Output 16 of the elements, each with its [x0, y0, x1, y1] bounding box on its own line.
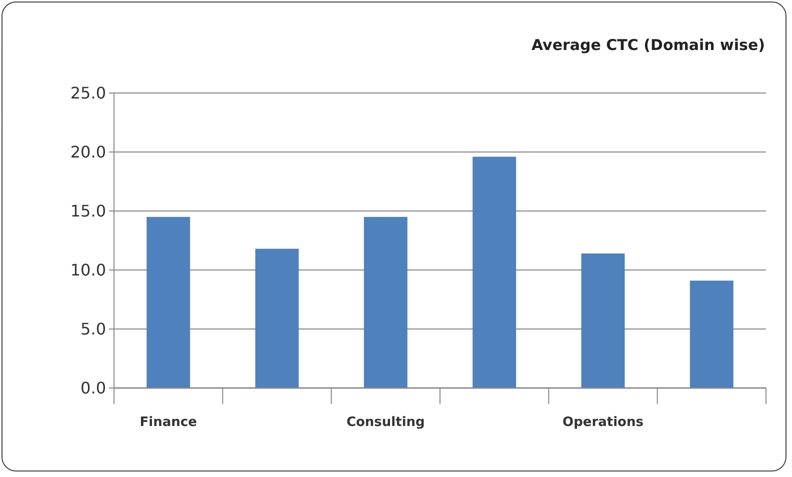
- y-tick-label: 15.0: [70, 202, 106, 221]
- y-tick-label: 10.0: [70, 260, 106, 280]
- bar: [364, 216, 408, 388]
- chart-title: Average CTC (Domain wise): [531, 36, 765, 54]
- bar: [581, 253, 625, 388]
- bar: [255, 248, 299, 388]
- bar: [146, 216, 190, 388]
- bar: [472, 156, 516, 388]
- y-tick-label: 5.0: [80, 320, 106, 339]
- bar: [690, 280, 734, 388]
- y-tick-label: 25.0: [70, 84, 106, 103]
- x-tick-label: Consulting: [346, 415, 425, 430]
- x-tick-label: Operations: [562, 415, 644, 430]
- y-tick-label: 0.0: [80, 378, 106, 398]
- x-tick-label: Finance: [140, 415, 198, 430]
- y-tick-label: 20.0: [70, 142, 106, 162]
